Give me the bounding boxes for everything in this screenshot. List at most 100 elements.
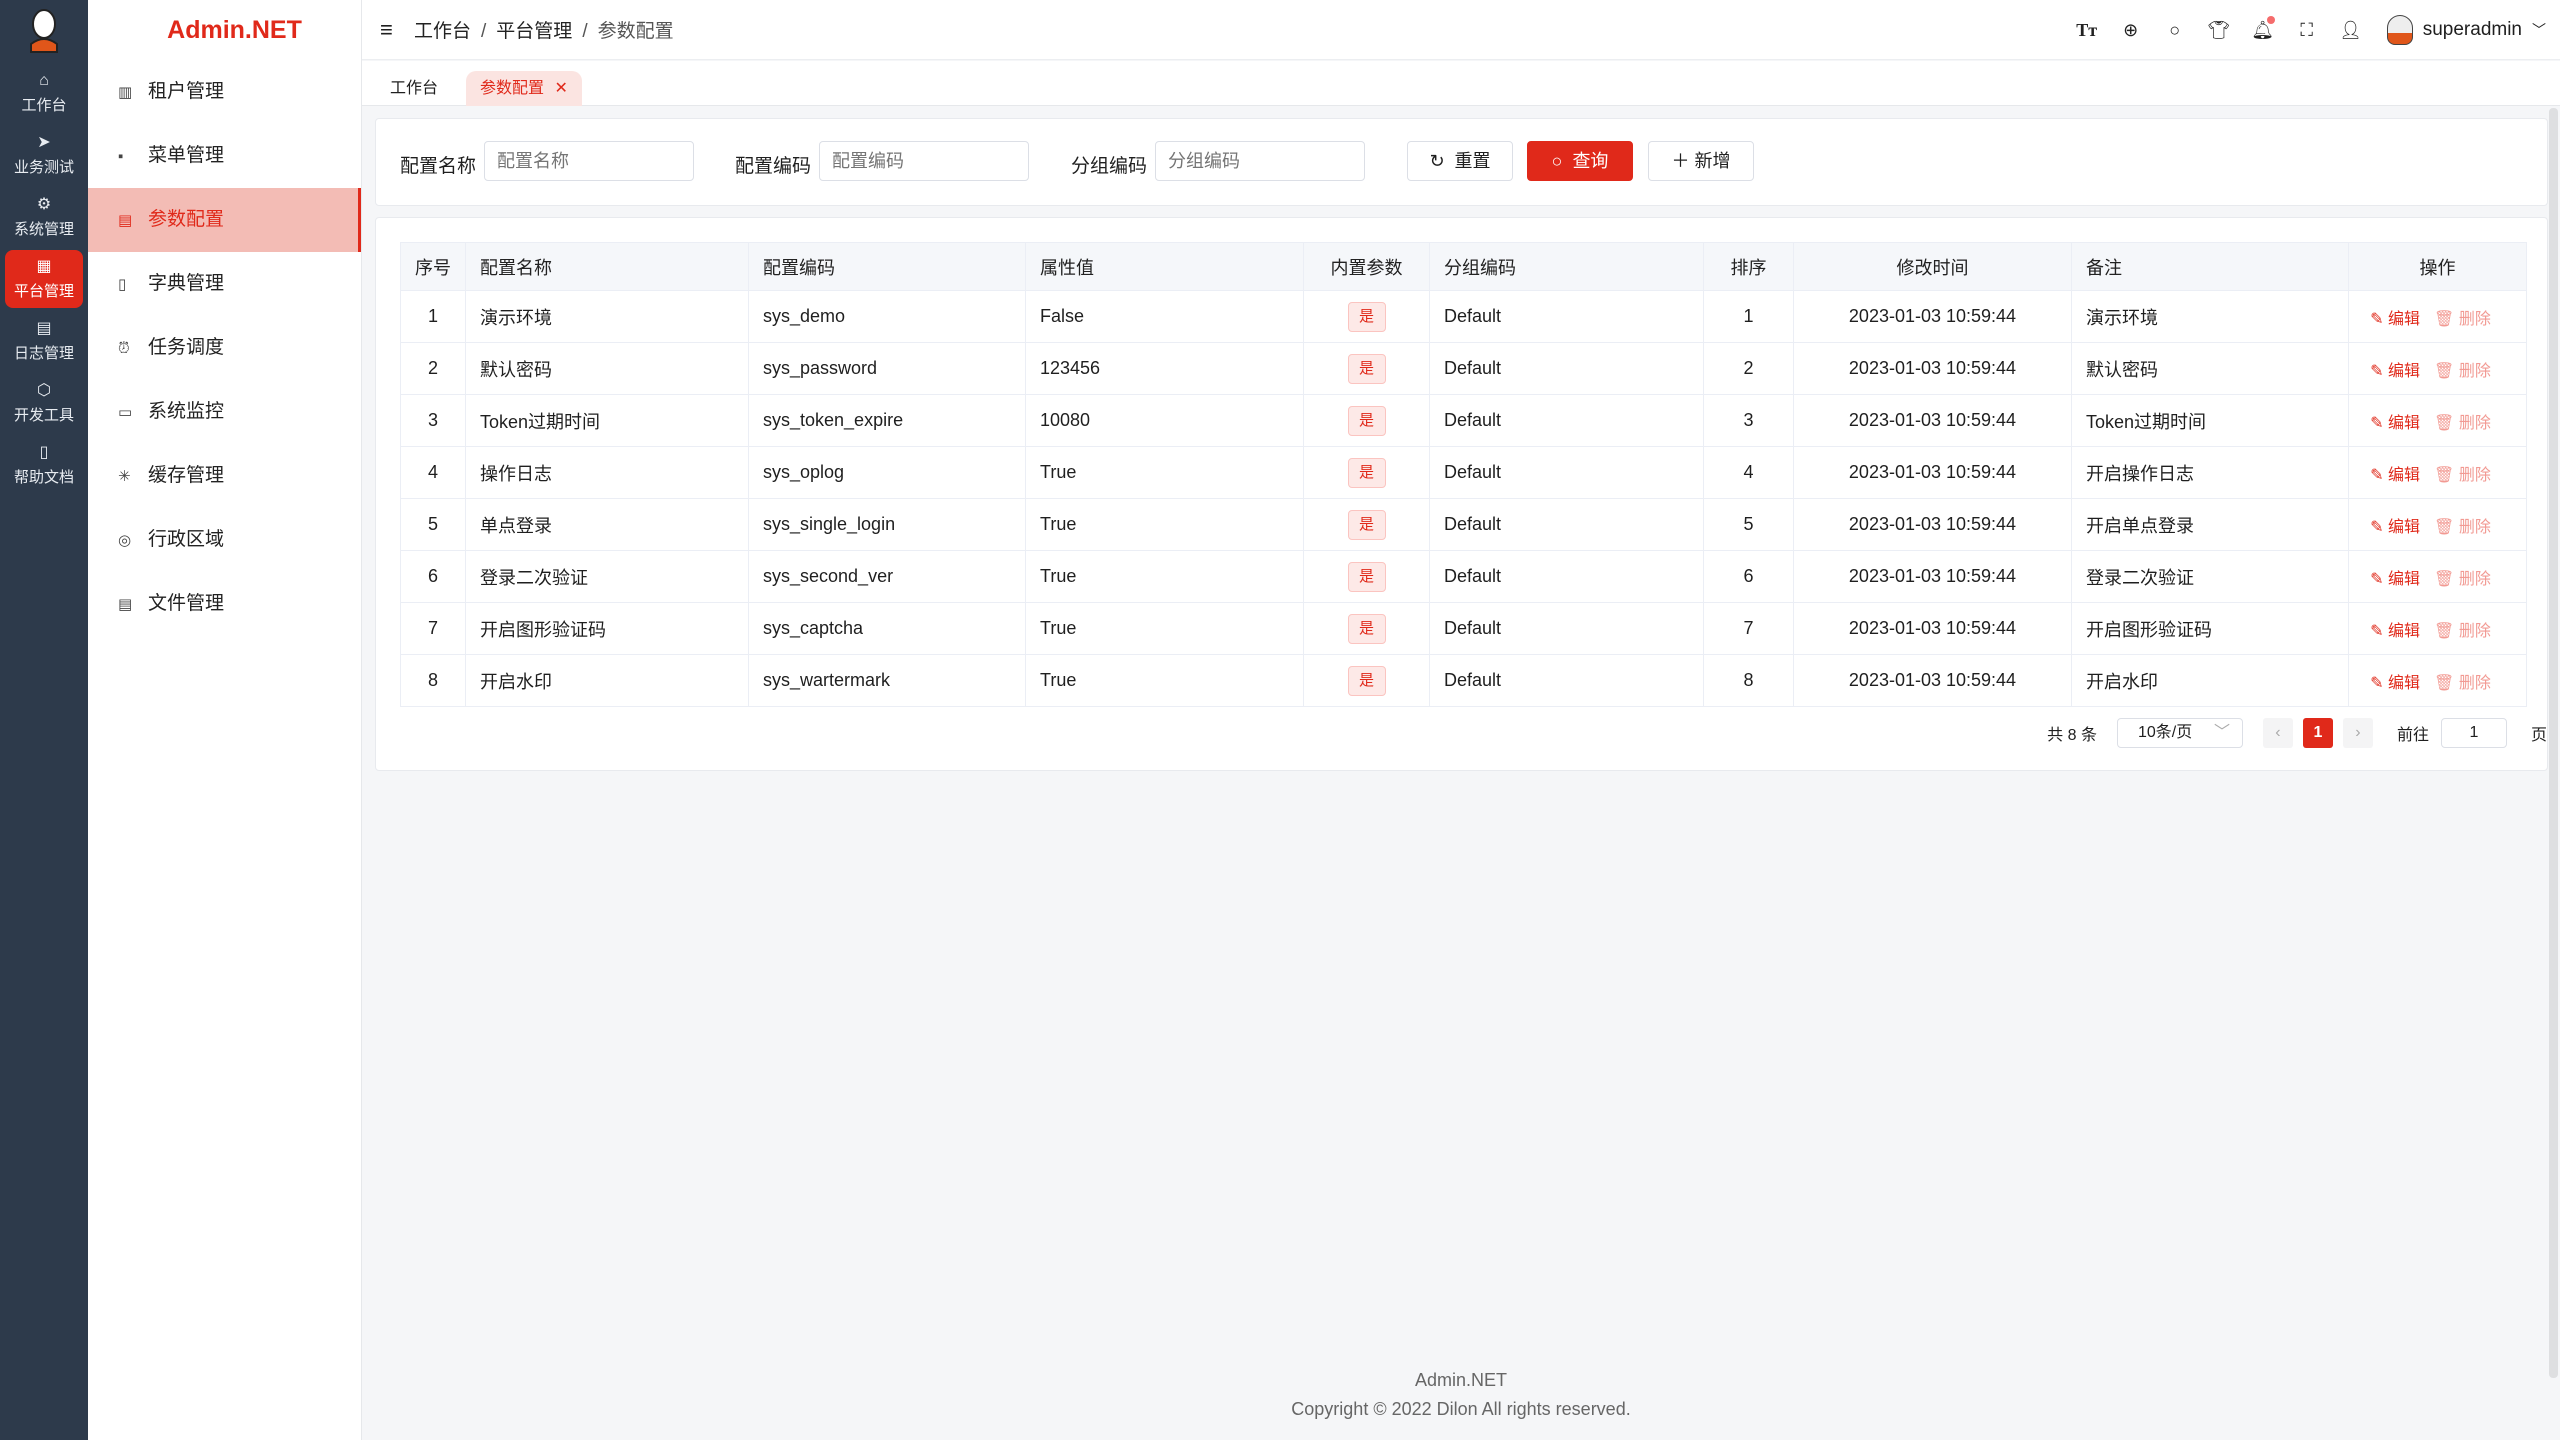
home-icon: ⌂ — [39, 72, 49, 89]
table-cell: 2023-01-03 10:59:44 — [1793, 290, 2072, 343]
user-icon[interactable]: 👤︎ — [2339, 19, 2363, 40]
menu-item[interactable]: ▭ 系统监控 — [88, 380, 361, 444]
filter-form: 配置名称 配置编码 分组编码 ↻ 重置 ○ 查询 ＋ 新增 — [375, 118, 2548, 206]
table-cell: 2023-01-03 10:59:44 — [1793, 446, 2072, 499]
rail-item[interactable]: ▤ 日志管理 — [5, 312, 83, 370]
rail-item[interactable]: ▯ 帮助文档 — [5, 436, 83, 494]
table-row: 8 开启水印 sys_wartermark True 是 Default 8 2023-01-… — [400, 654, 2527, 707]
font-size-icon[interactable]: Tт — [2076, 19, 2098, 40]
search-icon[interactable]: ○ — [2169, 19, 2181, 40]
trash-icon: 🗑︎ — [2434, 622, 2455, 640]
delete-button[interactable]: 🗑︎ 删除 — [2434, 363, 2491, 380]
next-page-button[interactable]: › — [2342, 718, 2373, 748]
tab-bar: 工作台 参数配置 ✕ — [362, 61, 2560, 106]
chip-icon: ⬡ — [37, 382, 51, 399]
rail-item[interactable]: ➤ 业务测试 — [5, 126, 83, 184]
scrollbar[interactable] — [2549, 108, 2558, 1378]
tab-workbench[interactable]: 工作台 — [390, 80, 439, 97]
table-cell: 6 — [400, 550, 466, 603]
table-cell: 1 — [1703, 290, 1794, 343]
edit-icon: ✎ — [2370, 414, 2384, 432]
rail-item-label: 工作台 — [21, 97, 67, 114]
table-cell: 4 — [400, 446, 466, 499]
group-code-input[interactable] — [1155, 141, 1365, 181]
menu-item[interactable]: ▤ 参数配置 — [88, 188, 361, 252]
language-icon[interactable]: ⊕ — [2123, 19, 2139, 40]
delete-button[interactable]: 🗑︎ 删除 — [2434, 415, 2491, 432]
breadcrumb-item[interactable]: 工作台 — [414, 21, 472, 42]
menu-item[interactable]: ▯ 字典管理 — [88, 252, 361, 316]
menu-item[interactable]: ⏰︎ 任务调度 — [88, 316, 361, 380]
config-code-label: 配置编码 — [735, 156, 812, 177]
table-cell: Default — [1429, 342, 1704, 395]
delete-label: 删除 — [2458, 466, 2491, 484]
menu-item[interactable]: ▥ 租户管理 — [88, 60, 361, 124]
edit-button[interactable]: ✎ 编辑 — [2370, 675, 2420, 692]
actions-cell: ✎ 编辑 🗑︎ 删除 — [2348, 446, 2527, 499]
menu-item[interactable]: ▤ 文件管理 — [88, 572, 361, 636]
close-icon[interactable]: ✕ — [554, 80, 568, 97]
page-button-current[interactable]: 1 — [2302, 718, 2333, 748]
delete-button[interactable]: 🗑︎ 删除 — [2434, 675, 2491, 692]
table-cell: 3 — [1703, 394, 1794, 447]
menu-item[interactable]: ◎ 行政区域 — [88, 508, 361, 572]
add-button[interactable]: ＋ 新增 — [1648, 141, 1754, 181]
tab-param-config[interactable]: 参数配置 ✕ — [466, 71, 582, 106]
logo-icon — [30, 9, 58, 53]
edit-label: 编辑 — [2388, 674, 2421, 692]
table-cell: 是 — [1303, 602, 1430, 655]
table-cell: 登录二次验证 — [2071, 550, 2349, 603]
delete-button[interactable]: 🗑︎ 删除 — [2434, 519, 2491, 536]
goto-page-input[interactable]: 1 — [2440, 718, 2507, 748]
gear-icon: ⚙ — [36, 196, 52, 213]
edit-button[interactable]: ✎ 编辑 — [2370, 467, 2420, 484]
edit-icon: ✎ — [2370, 466, 2384, 484]
table-row: 4 操作日志 sys_oplog True 是 Default 4 2023-01-03 10… — [400, 446, 2527, 499]
table-row: 3 Token过期时间 sys_token_expire 10080 是 Default 3… — [400, 394, 2527, 447]
config-name-input[interactable] — [484, 141, 694, 181]
delete-button[interactable]: 🗑︎ 删除 — [2434, 623, 2491, 640]
edit-button[interactable]: ✎ 编辑 — [2370, 311, 2420, 328]
fullscreen-icon[interactable]: ⛶ — [2300, 19, 2314, 40]
table-cell: 2023-01-03 10:59:44 — [1793, 550, 2072, 603]
edit-button[interactable]: ✎ 编辑 — [2370, 623, 2420, 640]
menu-item[interactable]: ▪ 菜单管理 — [88, 124, 361, 188]
rail-item[interactable]: ⚙ 系统管理 — [5, 188, 83, 246]
goto-label: 前往 — [2396, 727, 2429, 744]
menu-collapse-icon[interactable]: ≡ — [380, 16, 393, 42]
reset-button[interactable]: ↻ 重置 — [1407, 141, 1513, 181]
rail-item[interactable]: ⌂ 工作台 — [5, 64, 83, 122]
menu-item[interactable]: ✳ 缓存管理 — [88, 444, 361, 508]
prev-page-button[interactable]: ‹ — [2262, 718, 2293, 748]
add-label: 新增 — [1694, 151, 1731, 171]
rail-item[interactable]: ▦ 平台管理 — [5, 250, 83, 308]
theme-shirt-icon[interactable]: 👕︎ — [2207, 19, 2231, 40]
edit-button[interactable]: ✎ 编辑 — [2370, 415, 2420, 432]
config-code-input[interactable] — [819, 141, 1029, 181]
table-cell: 2023-01-03 10:59:44 — [1793, 394, 2072, 447]
delete-label: 删除 — [2458, 622, 2491, 640]
table-cell: 2023-01-03 10:59:44 — [1793, 498, 2072, 551]
breadcrumb-item[interactable]: 平台管理 — [496, 21, 573, 42]
total-count: 共 8 条 — [2047, 727, 2097, 744]
delete-button[interactable]: 🗑︎ 删除 — [2434, 571, 2491, 588]
grid-icon: ▪ — [118, 148, 124, 165]
page-size-select[interactable]: 10条/页 ﹀ — [2116, 718, 2243, 748]
edit-button[interactable]: ✎ 编辑 — [2370, 363, 2420, 380]
delete-button[interactable]: 🗑︎ 删除 — [2434, 311, 2491, 328]
username: superadmin — [2422, 19, 2522, 40]
icon-rail: ⌂ 工作台 ➤ 业务测试 ⚙ 系统管理 ▦ 平台管理 ▤ 日志管理 ⬡ 开发工具 ▯ 帮助文档 — [0, 0, 88, 1440]
column-header: 内置参数 — [1303, 242, 1430, 291]
edit-button[interactable]: ✎ 编辑 — [2370, 519, 2420, 536]
edit-button[interactable]: ✎ 编辑 — [2370, 571, 2420, 588]
footer-copyright: Copyright © 2022 Dilon All rights reserv… — [1291, 1399, 1631, 1419]
builtin-tag: 是 — [1347, 561, 1386, 592]
query-button[interactable]: ○ 查询 — [1527, 141, 1633, 181]
bell-icon[interactable]: 🔔︎ — [2241, 15, 2285, 41]
breadcrumb: 工作台 / 平台管理 / 参数配置 — [414, 21, 674, 42]
table-cell: 123456 — [1025, 342, 1304, 395]
user-dropdown[interactable]: superadmin ﹀ — [2386, 15, 2546, 45]
actions-cell: ✎ 编辑 🗑︎ 删除 — [2348, 290, 2527, 343]
delete-button[interactable]: 🗑︎ 删除 — [2434, 467, 2491, 484]
rail-item[interactable]: ⬡ 开发工具 — [5, 374, 83, 432]
